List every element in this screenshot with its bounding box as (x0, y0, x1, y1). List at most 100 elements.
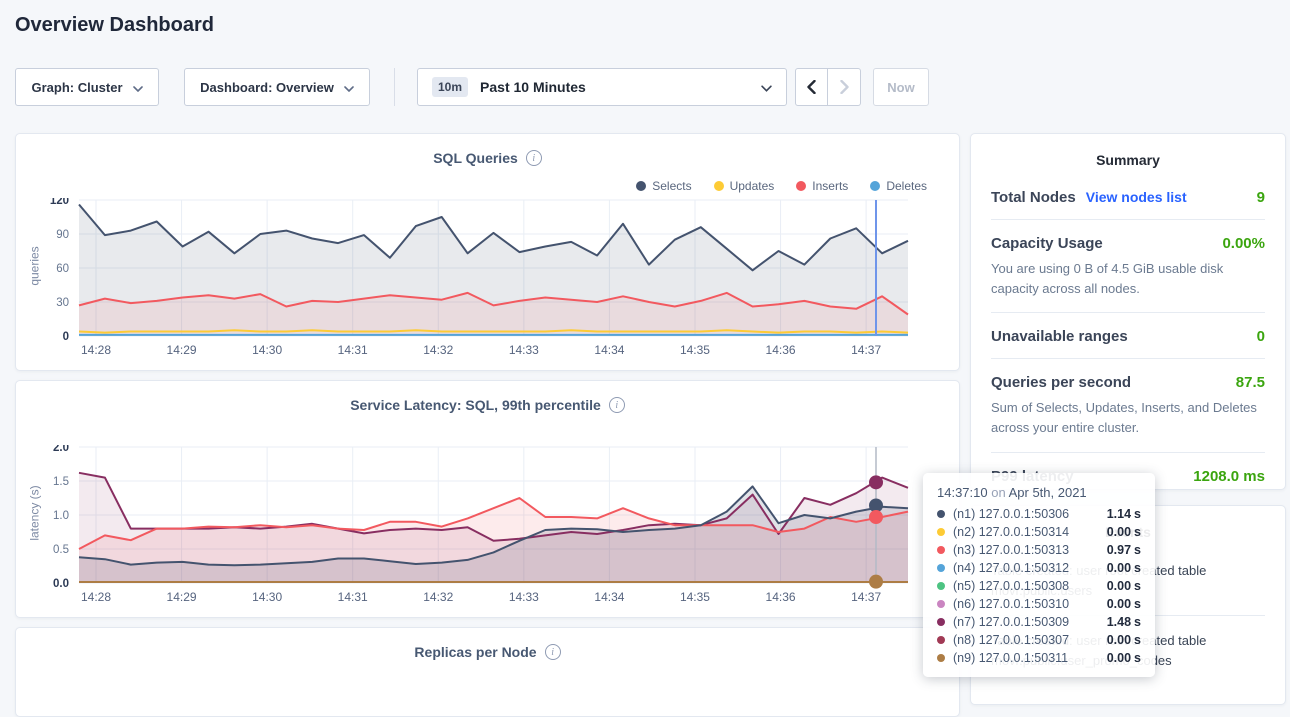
tooltip-node-unit: s (1134, 615, 1141, 629)
tooltip-node-label: (n1) 127.0.0.1:50306 (953, 507, 1070, 521)
p99-latency-value: 1208.0 ms (1193, 467, 1265, 485)
tooltip-series-row: (n8) 127.0.0.1:50307 0.00 s (937, 631, 1141, 649)
x-tick-label: 14:30 (252, 343, 282, 357)
y-tick-label: 120 (50, 198, 69, 207)
y-tick-label: 60 (56, 263, 69, 275)
tooltip-node-unit: s (1134, 651, 1141, 665)
now-button[interactable]: Now (873, 68, 929, 106)
tooltip-node-value: 0.00 (1106, 579, 1132, 593)
tooltip-series-row: (n4) 127.0.0.1:50312 0.00 s (937, 559, 1141, 577)
crosshair-dot (869, 510, 884, 525)
time-range-label: Past 10 Minutes (480, 79, 586, 95)
tooltip-series-row: (n5) 127.0.0.1:50308 0.00 s (937, 577, 1141, 595)
series-area (79, 486, 908, 583)
x-tick-label: 14:36 (766, 343, 796, 357)
tooltip-series-row: (n1) 127.0.0.1:50306 1.14 s (937, 505, 1141, 523)
next-interval-button[interactable] (828, 68, 861, 106)
controls-divider (394, 68, 395, 106)
info-icon[interactable]: i (544, 644, 561, 660)
series-line (78, 329, 909, 334)
x-tick-label: 14:30 (252, 590, 282, 604)
y-tick-label: 0.5 (53, 544, 69, 556)
capacity-usage-value: 0.00% (1222, 235, 1265, 252)
x-tick-label: 14:32 (423, 590, 453, 604)
page-title: Overview Dashboard (15, 14, 214, 36)
series-dot-icon (937, 654, 945, 662)
view-nodes-list-link[interactable]: View nodes list (1085, 189, 1187, 205)
tooltip-series-row: (n9) 127.0.0.1:50311 0.00 s (937, 649, 1141, 667)
tooltip-node-value: 0.00 (1106, 525, 1132, 539)
chart-hover-tooltip: 14:37:10 on Apr 5th, 2021 (n1) 127.0.0.1… (923, 473, 1155, 677)
y-tick-label: 2.0 (53, 445, 69, 454)
capacity-usage-label: Capacity Usage (991, 235, 1103, 252)
tooltip-node-value: 0.97 (1106, 543, 1132, 557)
tooltip-node-value: 0.00 (1106, 651, 1132, 665)
x-tick-label: 14:37 (851, 343, 881, 357)
tooltip-series-row: (n7) 127.0.0.1:50309 1.48 s (937, 613, 1141, 631)
series-line (78, 291, 909, 316)
qps-subtext: Sum of Selects, Updates, Inserts, and De… (991, 400, 1257, 436)
summary-panel: Summary Total Nodes View nodes list 9 Ca… (970, 133, 1286, 490)
sql-queries-chart[interactable]: 120 90 60 30 0 14:28 14:29 14:30 14:31 14:32 14:33… (31, 195, 936, 360)
legend-item-updates[interactable]: Updates (713, 179, 775, 193)
summary-row-total-nodes: Total Nodes View nodes list 9 (991, 174, 1265, 220)
summary-row-qps: Queries per second 87.5 Sum of Selects, … (991, 359, 1265, 453)
tooltip-node-unit: s (1134, 633, 1141, 647)
qps-label: Queries per second (991, 374, 1132, 392)
tooltip-node-value: 0.00 (1106, 597, 1132, 611)
tooltip-node-label: (n8) 127.0.0.1:50307 (953, 633, 1070, 647)
time-range-selector[interactable]: 10m Past 10 Minutes (417, 68, 787, 106)
legend-label: Deletes (886, 179, 927, 193)
service-latency-chart[interactable]: 2.0 1.5 1.0 0.5 0.0 14:28 14:29 14:30 14:31 14:32… (31, 442, 936, 607)
series-dot-icon (937, 618, 945, 626)
legend-label: Updates (729, 179, 775, 193)
info-icon[interactable]: i (608, 397, 625, 413)
previous-interval-button[interactable] (795, 68, 828, 106)
x-tick-label: 14:29 (167, 590, 197, 604)
crosshair-dot (869, 475, 884, 490)
series-line (78, 203, 909, 272)
chart-svg: 120 90 60 30 0 14:28 14:29 14:30 14:31 14:32 14:33… (50, 195, 909, 357)
info-icon[interactable]: i (525, 150, 542, 166)
sql-queries-title: SQL Queries (433, 150, 518, 166)
series-area (79, 292, 908, 336)
graph-dropdown[interactable]: Graph: Cluster (15, 68, 159, 106)
tooltip-node-unit: s (1134, 543, 1141, 557)
chevron-down-icon (132, 80, 143, 95)
dashboard-dropdown-label: Dashboard: Overview (200, 79, 334, 95)
legend-item-selects[interactable]: Selects (636, 179, 692, 193)
crosshair-dot (869, 498, 884, 513)
tooltip-node-unit: s (1134, 579, 1141, 593)
series-line (78, 485, 909, 567)
x-tick-label: 14:33 (509, 590, 539, 604)
legend-dot-icon (713, 181, 724, 191)
y-tick-label: 0 (63, 331, 69, 343)
legend-dot-icon (870, 181, 881, 191)
y-tick-label: 1.0 (53, 510, 69, 522)
legend-item-deletes[interactable]: Deletes (870, 179, 927, 193)
x-tick-label: 14:36 (766, 590, 796, 604)
chart-svg: 2.0 1.5 1.0 0.5 0.0 14:28 14:29 14:30 14:31 14:32… (53, 442, 909, 604)
x-tick-label: 14:35 (680, 343, 710, 357)
y-tick-label: 1.5 (53, 476, 69, 488)
tooltip-node-label: (n2) 127.0.0.1:50314 (953, 525, 1070, 539)
graph-dropdown-label: Graph: Cluster (31, 79, 123, 95)
service-latency-title: Service Latency: SQL, 99th percentile (350, 397, 601, 413)
summary-row-unavailable-ranges: Unavailable ranges 0 (991, 313, 1265, 360)
legend-label: Selects (652, 179, 692, 193)
series-dot-icon (937, 582, 945, 590)
sql-queries-panel: SQL Queries i Selects Updates Inserts Delet… (15, 133, 960, 371)
series-dot-icon (937, 600, 945, 608)
sql-queries-legend: Selects Updates Inserts Deletes (636, 179, 927, 193)
series-dot-icon (937, 510, 945, 518)
tooltip-timestamp: 14:37:10 on Apr 5th, 2021 (937, 485, 1087, 500)
dashboard-dropdown[interactable]: Dashboard: Overview (184, 68, 370, 106)
legend-item-inserts[interactable]: Inserts (796, 179, 848, 193)
y-tick-label: 90 (56, 229, 69, 241)
tooltip-node-unit: s (1134, 597, 1141, 611)
x-tick-label: 14:29 (167, 343, 197, 357)
series-line (78, 471, 909, 542)
x-tick-label: 14:37 (851, 590, 881, 604)
x-tick-label: 14:31 (338, 590, 368, 604)
time-step-buttons (795, 68, 861, 106)
